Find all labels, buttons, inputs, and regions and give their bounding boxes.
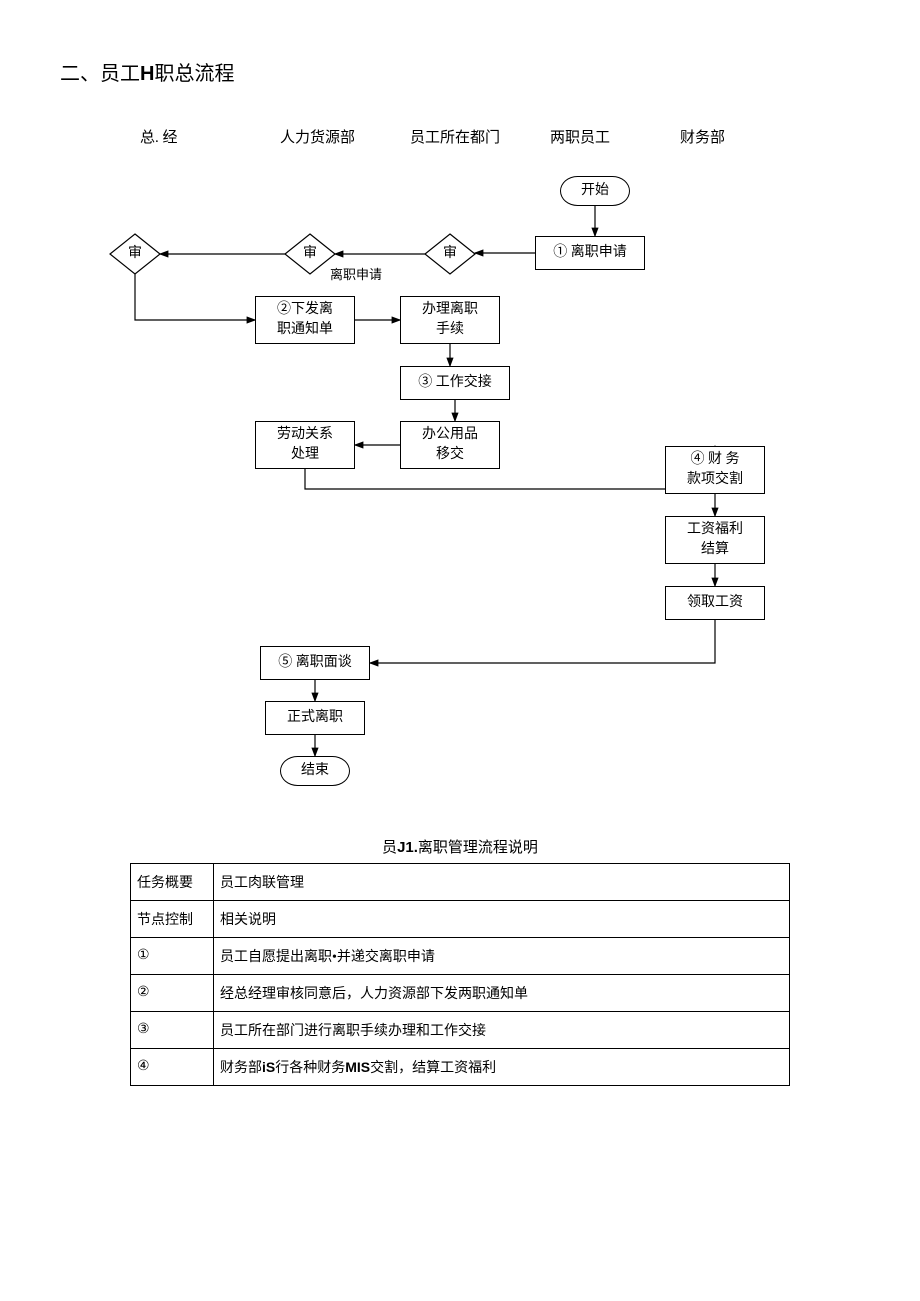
table-row: ①员工自愿提出离职•并递交离职申请 bbox=[131, 937, 790, 974]
flow-node-n1: ① 离职申请 bbox=[535, 236, 645, 270]
table-key: ② bbox=[131, 974, 214, 1011]
table-row: ③员工所在部门进行离职手续办理和工作交接 bbox=[131, 1011, 790, 1048]
column-header: 人力货源部 bbox=[280, 126, 355, 147]
table-value: 财务部iS行各种财务MIS交割，结算工资福利 bbox=[214, 1048, 790, 1085]
table-value: 相关说明 bbox=[214, 900, 790, 937]
table-value: 员工肉联管理 bbox=[214, 863, 790, 900]
flow-node-n5: ⑤ 离职面谈 bbox=[260, 646, 370, 680]
flow-node-d1: 审 bbox=[110, 234, 160, 274]
flow-node-d3: 审 bbox=[425, 234, 475, 274]
table-row: ②经总经理审核同意后，人力资源部下发两职通知单 bbox=[131, 974, 790, 1011]
table-value: 经总经理审核同意后，人力资源部下发两职通知单 bbox=[214, 974, 790, 1011]
column-header: 员工所在都门 bbox=[410, 126, 500, 147]
title-suffix: 职总流程 bbox=[154, 63, 234, 85]
edge-label: 离职申请 bbox=[330, 264, 382, 283]
flow-node-end: 结束 bbox=[280, 756, 350, 786]
flow-node-n2: ②下发离职通知单 bbox=[255, 296, 355, 344]
flow-node-p_get: 领取工资 bbox=[665, 586, 765, 620]
flow-node-p_leave: 正式离职 bbox=[265, 701, 365, 735]
table-value: 员工所在部门进行离职手续办理和工作交接 bbox=[214, 1011, 790, 1048]
flow-node-p_office: 办公用品移交 bbox=[400, 421, 500, 469]
table-row: 任务概要员工肉联管理 bbox=[131, 863, 790, 900]
column-header: 总. 经 bbox=[140, 126, 178, 147]
table-key: ④ bbox=[131, 1048, 214, 1085]
title-latin: H bbox=[140, 63, 154, 85]
table-key: ① bbox=[131, 937, 214, 974]
page-title: 二、员工H职总流程 bbox=[60, 57, 860, 86]
column-header: 两职员工 bbox=[550, 126, 610, 147]
column-header: 财务部 bbox=[680, 126, 725, 147]
flow-node-n4: ④ 财 务款项交割 bbox=[665, 446, 765, 494]
table-title: 员J1.离职管理流程说明 bbox=[60, 836, 860, 857]
flow-node-p_handle: 办理离职手续 bbox=[400, 296, 500, 344]
table-value: 员工自愿提出离职•并递交离职申请 bbox=[214, 937, 790, 974]
table-row: 节点控制相关说明 bbox=[131, 900, 790, 937]
table-row: ④财务部iS行各种财务MIS交割，结算工资福利 bbox=[131, 1048, 790, 1085]
flow-node-p_labor: 劳动关系处理 bbox=[255, 421, 355, 469]
table-key: 节点控制 bbox=[131, 900, 214, 937]
flowchart: 总. 经 人力货源部 员工所在都门 两职员工 财务部开始 ① 离职申请 审 审 审 ②下发离职通知… bbox=[80, 126, 840, 806]
title-prefix: 二、员工 bbox=[60, 63, 140, 85]
flow-node-p_salary: 工资福利结算 bbox=[665, 516, 765, 564]
flow-node-n3: ③ 工作交接 bbox=[400, 366, 510, 400]
table-key: ③ bbox=[131, 1011, 214, 1048]
flow-node-start: 开始 bbox=[560, 176, 630, 206]
description-table: 任务概要员工肉联管理节点控制相关说明①员工自愿提出离职•并递交离职申请②经总经理… bbox=[130, 863, 790, 1086]
table-key: 任务概要 bbox=[131, 863, 214, 900]
flow-node-d2: 审 bbox=[285, 234, 335, 274]
